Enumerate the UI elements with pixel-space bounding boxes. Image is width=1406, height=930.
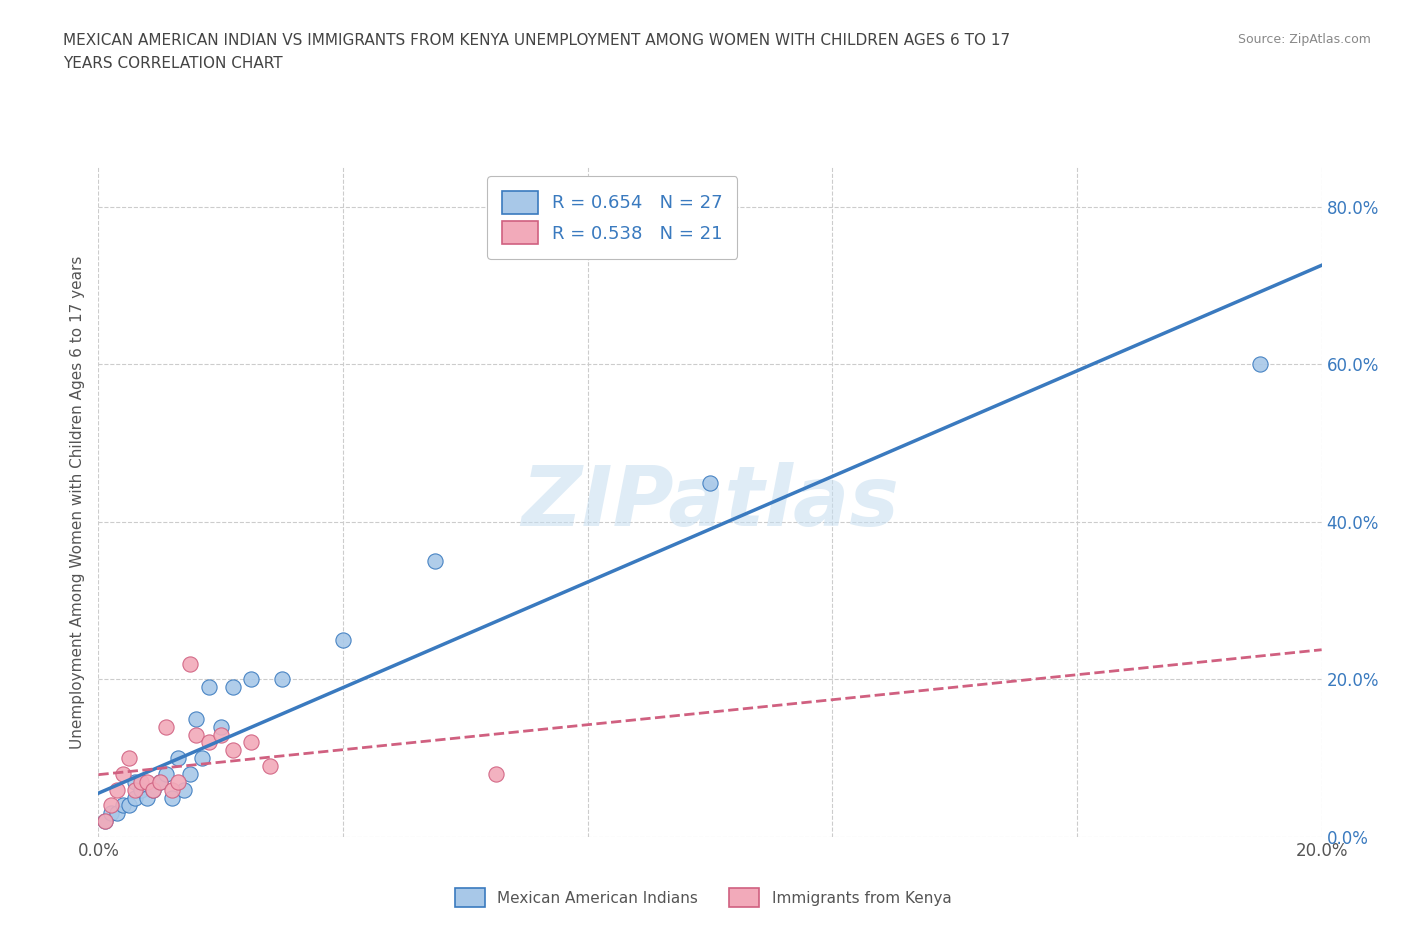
- Point: [186, 727, 208, 742]
- Point: [111, 798, 134, 813]
- Text: ZIPatlas: ZIPatlas: [522, 461, 898, 543]
- Point: [111, 766, 134, 781]
- Point: [100, 806, 122, 821]
- Point: [129, 775, 152, 790]
- Point: [209, 727, 232, 742]
- Point: [155, 766, 177, 781]
- Text: MEXICAN AMERICAN INDIAN VS IMMIGRANTS FROM KENYA UNEMPLOYMENT AMONG WOMEN WITH C: MEXICAN AMERICAN INDIAN VS IMMIGRANTS FR…: [63, 33, 1011, 47]
- Point: [1249, 357, 1271, 372]
- Point: [149, 775, 172, 790]
- Point: [136, 775, 159, 790]
- Point: [197, 680, 219, 695]
- Point: [222, 743, 245, 758]
- Point: [129, 782, 152, 797]
- Point: [142, 782, 165, 797]
- Point: [155, 719, 177, 734]
- Point: [105, 782, 128, 797]
- Point: [149, 775, 172, 790]
- Legend: R = 0.654   N = 27, R = 0.538   N = 21: R = 0.654 N = 27, R = 0.538 N = 21: [486, 177, 737, 259]
- Point: [240, 672, 263, 687]
- Point: [485, 766, 508, 781]
- Point: [93, 814, 115, 829]
- Point: [124, 790, 146, 805]
- Point: [173, 782, 195, 797]
- Point: [423, 554, 446, 569]
- Point: [209, 719, 232, 734]
- Point: [136, 790, 159, 805]
- Point: [179, 657, 201, 671]
- Point: [699, 475, 721, 490]
- Point: [142, 782, 165, 797]
- Point: [191, 751, 214, 765]
- Point: [332, 632, 354, 647]
- Point: [118, 798, 141, 813]
- Point: [240, 735, 263, 750]
- Point: [124, 775, 146, 790]
- Point: [259, 759, 281, 774]
- Text: Source: ZipAtlas.com: Source: ZipAtlas.com: [1237, 33, 1371, 46]
- Legend: Mexican American Indians, Immigrants from Kenya: Mexican American Indians, Immigrants fro…: [449, 883, 957, 913]
- Point: [167, 775, 190, 790]
- Point: [167, 751, 190, 765]
- Point: [105, 806, 128, 821]
- Point: [124, 782, 146, 797]
- Point: [186, 711, 208, 726]
- Point: [160, 782, 183, 797]
- Point: [197, 735, 219, 750]
- Point: [100, 798, 122, 813]
- Point: [179, 766, 201, 781]
- Point: [118, 751, 141, 765]
- Text: YEARS CORRELATION CHART: YEARS CORRELATION CHART: [63, 56, 283, 71]
- Point: [160, 790, 183, 805]
- Point: [93, 814, 115, 829]
- Point: [270, 672, 292, 687]
- Y-axis label: Unemployment Among Women with Children Ages 6 to 17 years: Unemployment Among Women with Children A…: [70, 256, 86, 749]
- Point: [222, 680, 245, 695]
